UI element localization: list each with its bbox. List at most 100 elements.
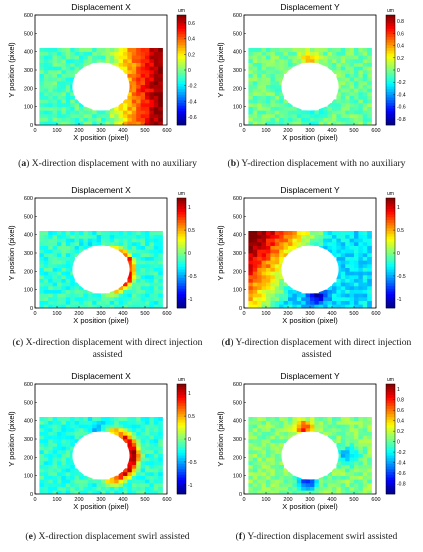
heatmap-cell bbox=[118, 435, 124, 440]
heatmap-cell bbox=[145, 253, 150, 257]
heatmap-cell bbox=[354, 92, 359, 96]
heatmap-cell bbox=[266, 453, 271, 458]
colorbar-segment bbox=[386, 458, 395, 462]
colorbar-segment bbox=[177, 474, 186, 478]
heatmap-cell bbox=[39, 249, 45, 254]
heatmap-cell bbox=[136, 486, 141, 491]
heatmap-cell bbox=[261, 267, 267, 272]
heatmap-cell bbox=[318, 293, 324, 298]
y-tick-label: 300 bbox=[24, 251, 33, 257]
heatmap-cell bbox=[354, 289, 359, 294]
heatmap-cell bbox=[127, 420, 133, 425]
heatmap-cell bbox=[52, 114, 58, 118]
heatmap-cell bbox=[261, 88, 267, 93]
heatmap-cell bbox=[43, 483, 49, 487]
heatmap-cell bbox=[48, 106, 53, 111]
heatmap-cell bbox=[354, 282, 359, 287]
heatmap-cell bbox=[323, 483, 328, 487]
heatmap-cell bbox=[92, 304, 97, 309]
heatmap-cell bbox=[327, 293, 333, 298]
heatmap-cell bbox=[323, 490, 328, 495]
heatmap-cell bbox=[358, 453, 364, 458]
heatmap-cell bbox=[248, 92, 254, 96]
heatmap-cell bbox=[131, 300, 137, 305]
heatmap-cell bbox=[105, 48, 111, 52]
heatmap-cell bbox=[61, 417, 67, 421]
heatmap-cell bbox=[52, 260, 58, 265]
heatmap-cell bbox=[136, 483, 141, 487]
heatmap-cell bbox=[39, 62, 45, 67]
heatmap-cell bbox=[70, 99, 75, 104]
colorbar-segment bbox=[386, 28, 395, 32]
heatmap-cell bbox=[48, 282, 53, 287]
heatmap-cell bbox=[39, 278, 45, 283]
heatmap-cell bbox=[92, 48, 97, 52]
heatmap-cell bbox=[345, 267, 350, 272]
heatmap-cell bbox=[74, 51, 80, 56]
heatmap-cell bbox=[39, 439, 45, 443]
heatmap-cell bbox=[83, 114, 89, 118]
heatmap-cell bbox=[136, 490, 141, 495]
heatmap-cell bbox=[83, 431, 89, 436]
heatmap-cell bbox=[65, 439, 71, 443]
heatmap-cell bbox=[92, 420, 97, 425]
heatmap-cell bbox=[140, 461, 146, 465]
heatmap-cell bbox=[39, 84, 45, 89]
heatmap-cell bbox=[140, 420, 146, 425]
heatmap-cell bbox=[270, 256, 276, 261]
colorbar-segment bbox=[386, 436, 395, 440]
heatmap-cell bbox=[52, 95, 58, 100]
heatmap-cell bbox=[336, 81, 342, 85]
heatmap-cell bbox=[61, 300, 67, 305]
heatmap-cell bbox=[362, 260, 368, 265]
heatmap-cell bbox=[336, 417, 342, 421]
heatmap-cell bbox=[270, 439, 276, 443]
heatmap-cell bbox=[340, 242, 346, 246]
heatmap-cell bbox=[61, 446, 67, 451]
colorbar-segment bbox=[177, 34, 186, 38]
heatmap-cell bbox=[257, 110, 262, 115]
heatmap-cell bbox=[301, 51, 306, 56]
colorbar-segment bbox=[177, 392, 186, 396]
heatmap-cell bbox=[345, 95, 350, 100]
heatmap-cell bbox=[332, 106, 337, 111]
heatmap-cell bbox=[367, 457, 372, 462]
heatmap-cell bbox=[123, 121, 128, 126]
heatmap-cell bbox=[140, 267, 146, 272]
heatmap-cell bbox=[48, 260, 53, 265]
heatmap-cell bbox=[252, 271, 258, 276]
heatmap-cell bbox=[43, 428, 49, 432]
colorbar-tick-label: 0.6 bbox=[188, 21, 195, 27]
heatmap-cell bbox=[57, 73, 62, 78]
heatmap-cell bbox=[92, 424, 97, 429]
heatmap-cell bbox=[358, 483, 364, 487]
heatmap-cell bbox=[70, 468, 75, 473]
heatmap-cell bbox=[358, 486, 364, 491]
heatmap-cell bbox=[43, 114, 49, 118]
colorbar-tick-label: 0 bbox=[397, 68, 400, 74]
heatmap-cell bbox=[87, 48, 93, 52]
x-tick-label: 100 bbox=[52, 497, 61, 503]
heatmap-cell bbox=[140, 260, 146, 265]
heatmap-cell bbox=[105, 121, 111, 126]
heatmap-cell bbox=[362, 278, 368, 283]
heatmap-cell bbox=[127, 92, 133, 96]
colorbar-segment bbox=[177, 450, 186, 454]
heatmap-cell bbox=[39, 99, 45, 104]
heatmap-cell bbox=[288, 62, 293, 67]
heatmap-cell bbox=[87, 231, 93, 235]
heatmap-cell bbox=[318, 55, 324, 60]
heatmap-cell bbox=[153, 293, 159, 298]
heatmap-cell bbox=[57, 117, 62, 122]
heatmap-cell bbox=[358, 289, 364, 294]
heatmap-cell bbox=[336, 300, 342, 305]
heatmap-cell bbox=[61, 103, 67, 107]
heatmap-cell bbox=[136, 278, 141, 283]
heatmap-cell bbox=[52, 103, 58, 107]
heatmap-cell bbox=[257, 81, 262, 85]
heatmap-cell bbox=[74, 483, 80, 487]
heatmap-cell bbox=[43, 300, 49, 305]
heatmap-cell bbox=[274, 304, 280, 309]
heatmap-cell bbox=[145, 59, 150, 63]
heatmap-cell bbox=[362, 472, 368, 476]
